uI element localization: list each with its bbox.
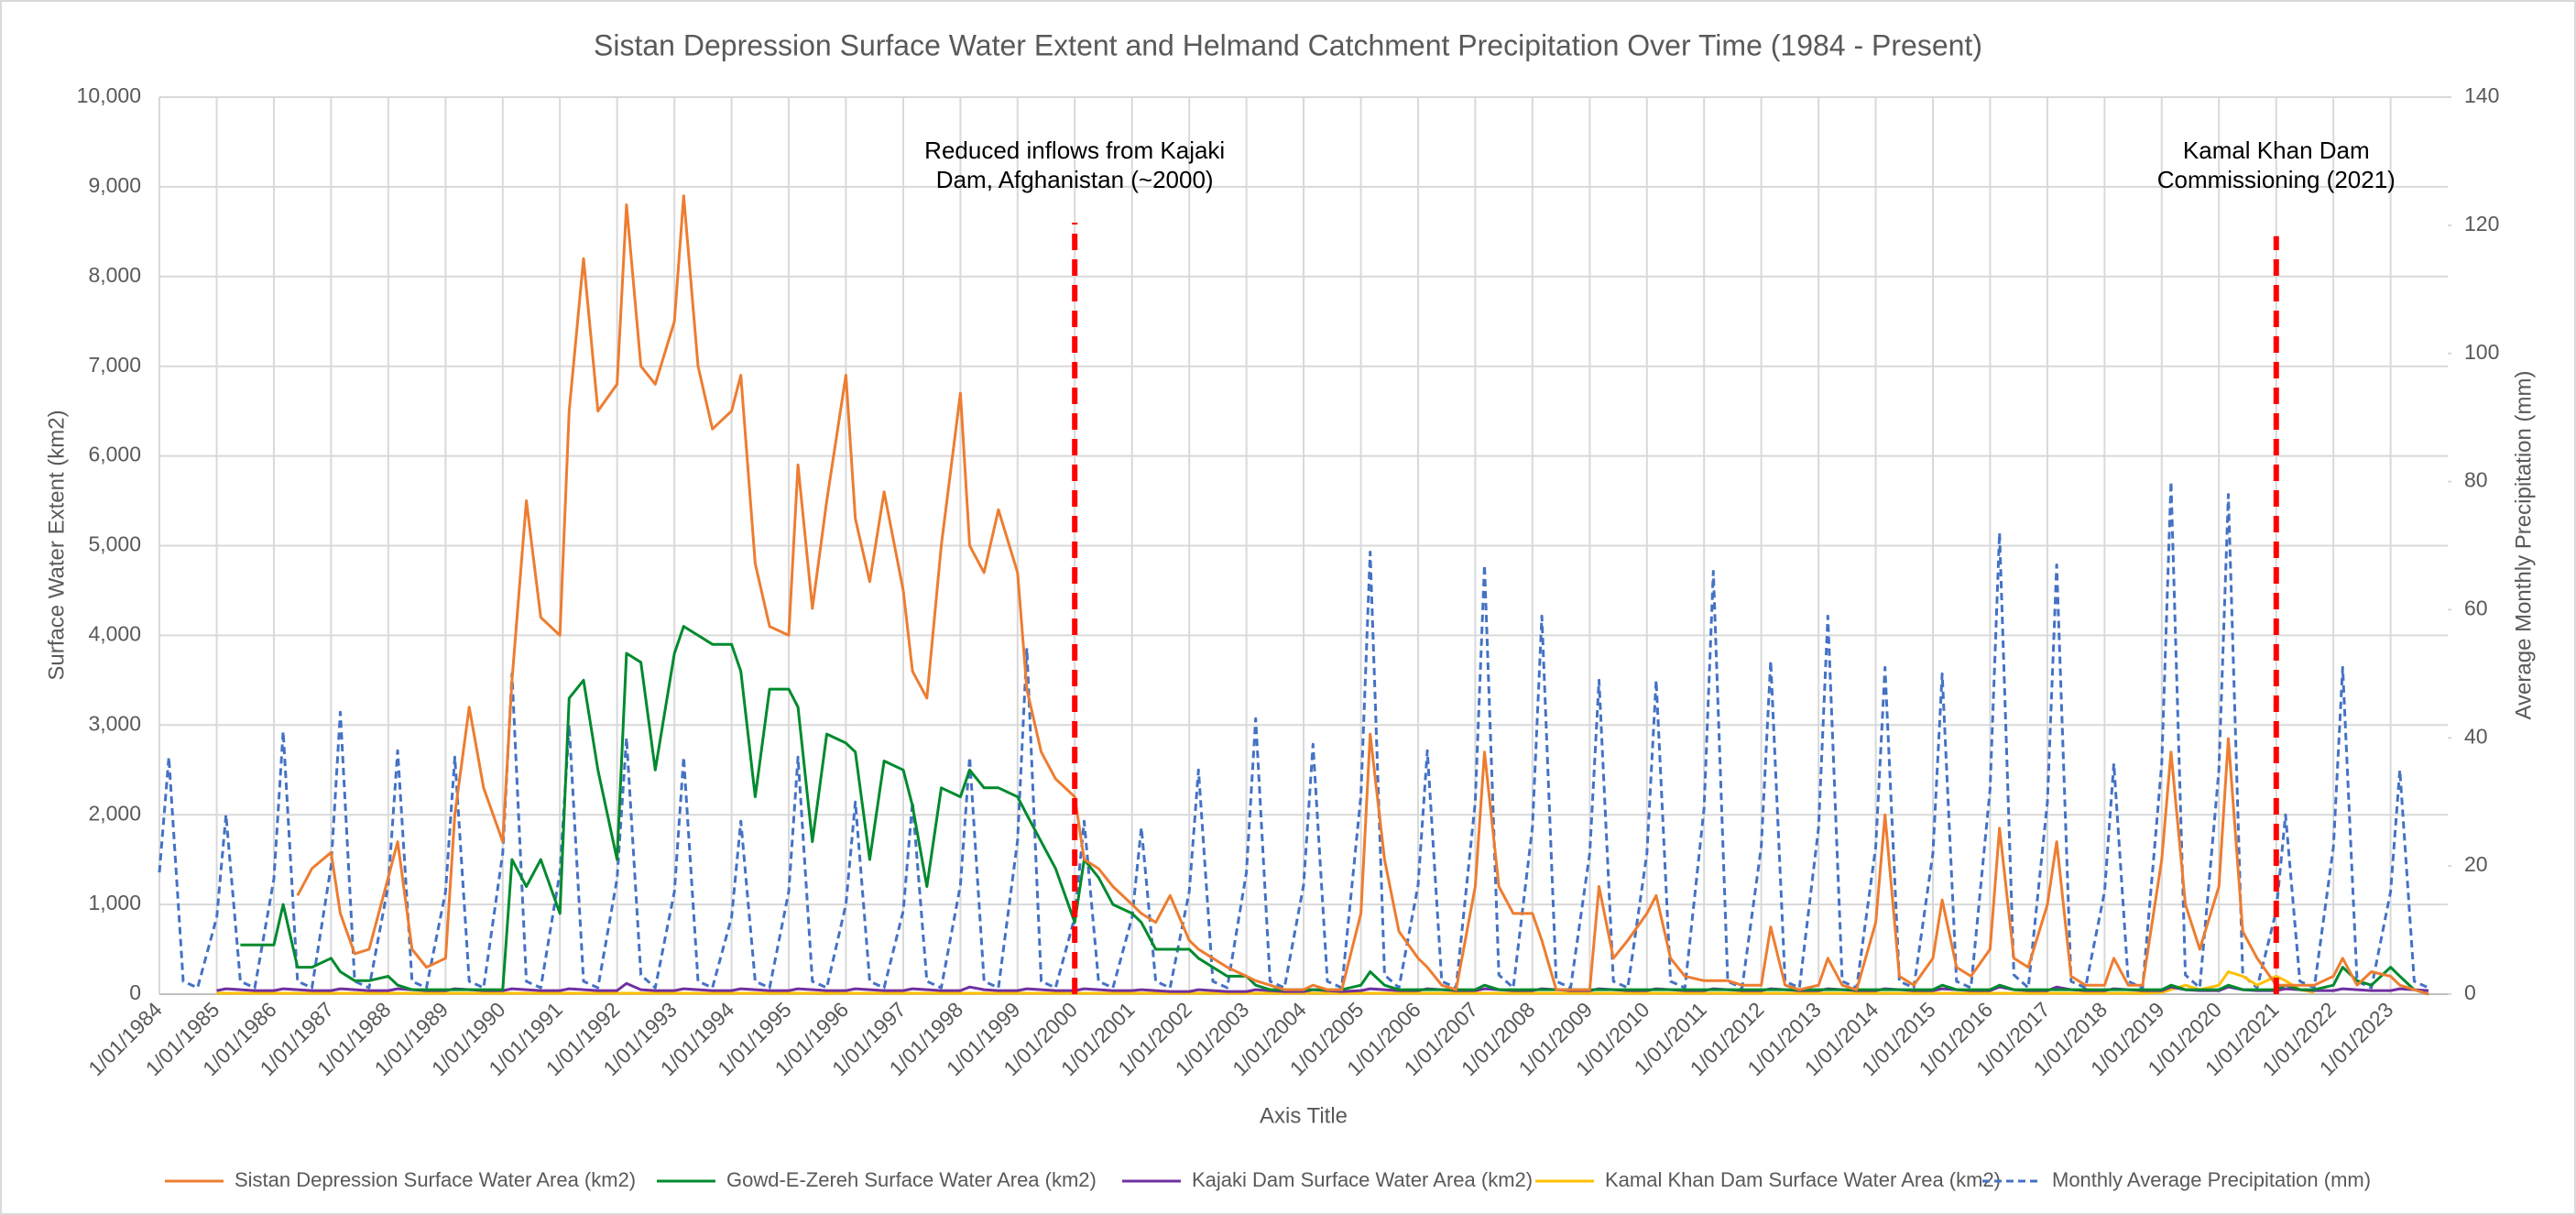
y2-tick-label: 20 [2464, 852, 2488, 876]
legend-label: Kamal Khan Dam Surface Water Area (km2) [1605, 1168, 2001, 1191]
series-line [216, 970, 2315, 995]
y2-tick-label: 80 [2464, 468, 2488, 492]
annotation-text: Dam, Afghanistan (~2000) [936, 166, 1214, 193]
annotation-text: Commissioning (2021) [2157, 166, 2396, 193]
y-tick-label: 2,000 [88, 801, 141, 825]
y-tick-label: 6,000 [88, 443, 141, 466]
y-tick-label: 1,000 [88, 891, 141, 914]
annotation-text: Reduced inflows from Kajaki [924, 137, 1225, 164]
y2-tick-label: 40 [2464, 724, 2488, 748]
series-line [158, 480, 2429, 990]
legend-label: Kajaki Dam Surface Water Area (km2) [1192, 1168, 1533, 1191]
y2-tick-label: 120 [2464, 212, 2499, 235]
y2-tick-label: 140 [2464, 83, 2499, 107]
y-tick-label: 8,000 [88, 263, 141, 287]
y-tick-label: 0 [129, 980, 141, 1004]
series-line [296, 194, 2429, 996]
y-tick-label: 10,000 [77, 83, 141, 107]
y2-tick-label: 0 [2464, 980, 2476, 1004]
annotation-text: Kamal Khan Dam [2183, 137, 2370, 164]
legend-label: Gowd-E-Zereh Surface Water Area (km2) [726, 1168, 1097, 1191]
legend-label: Sistan Depression Surface Water Area (km… [235, 1168, 636, 1191]
y-tick-label: 5,000 [88, 532, 141, 556]
y2-tick-label: 60 [2464, 597, 2488, 620]
legend-label: Monthly Average Precipitation (mm) [2052, 1168, 2371, 1191]
x-axis-title: Axis Title [1260, 1103, 1348, 1128]
y-tick-label: 3,000 [88, 711, 141, 735]
y-tick-label: 4,000 [88, 621, 141, 645]
y-tick-label: 7,000 [88, 353, 141, 377]
chart-title: Sistan Depression Surface Water Extent a… [594, 28, 1982, 61]
y2-axis-title: Average Monthly Precipitation (mm) [2511, 370, 2536, 719]
y2-tick-label: 100 [2464, 340, 2499, 364]
y-axis-title: Surface Water Extent (km2) [44, 410, 69, 680]
y-tick-label: 9,000 [88, 173, 141, 197]
